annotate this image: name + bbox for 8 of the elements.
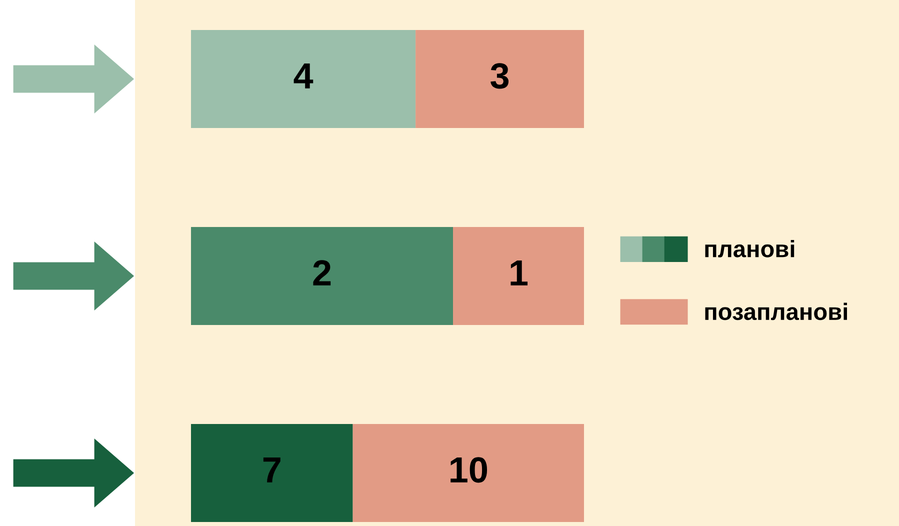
data-label: 4: [294, 63, 314, 88]
data-label: 1: [510, 260, 528, 286]
data-label: 10: [450, 457, 488, 483]
data-label: 3: [490, 63, 509, 89]
legend-label: позапланові: [705, 302, 847, 320]
legend-label: планові: [705, 240, 794, 258]
data-label: 2: [313, 260, 331, 286]
data-label: 7: [263, 457, 280, 482]
